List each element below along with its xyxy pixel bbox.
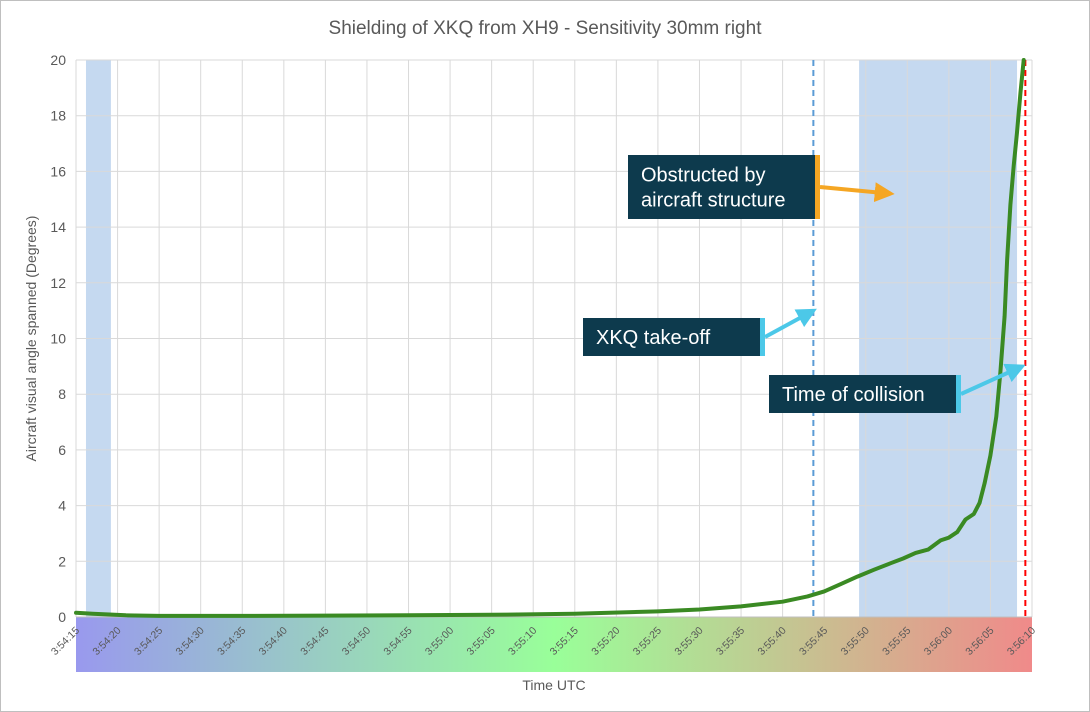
callout-box bbox=[583, 318, 761, 356]
y-tick-label: 8 bbox=[58, 386, 66, 402]
callout-arrow bbox=[960, 363, 1026, 396]
series-layer bbox=[74, 58, 1026, 618]
chart-title: Shielding of XKQ from XH9 - Sensitivity … bbox=[329, 18, 763, 39]
y-tick-label: 0 bbox=[58, 609, 66, 625]
time-gradient-band bbox=[76, 617, 1032, 672]
callout-accent-bar bbox=[815, 155, 820, 219]
y-tick-label: 6 bbox=[58, 442, 66, 458]
callout-text-line: XKQ take-off bbox=[596, 327, 711, 349]
series-line-0 bbox=[74, 58, 1026, 618]
callout-text-line: aircraft structure bbox=[641, 190, 785, 212]
annotation-callout-1: XKQ take-off bbox=[583, 308, 817, 356]
annotation-layer: Obstructed by aircraft structure XKQ take-… bbox=[583, 155, 1026, 413]
time-gradient-rect bbox=[76, 617, 1032, 672]
annotation-callout-0: Obstructed by aircraft structure bbox=[628, 155, 895, 219]
y-tick-label: 20 bbox=[50, 52, 66, 68]
callout-arrow bbox=[819, 182, 895, 203]
y-tick-label: 16 bbox=[50, 163, 66, 179]
y-tick-label: 10 bbox=[50, 331, 66, 347]
vertical-reference-lines bbox=[812, 60, 1027, 617]
y-axis-label: Aircraft visual angle spanned (Degrees) bbox=[23, 216, 39, 462]
callout-text-line: Time of collision bbox=[782, 384, 925, 406]
y-tick-label: 18 bbox=[50, 108, 66, 124]
x-axis-label: Time UTC bbox=[522, 677, 585, 693]
y-tick-label: 2 bbox=[58, 553, 66, 569]
y-tick-labels: 0 2 4 6 8 10 12 14 16 18 20 bbox=[50, 52, 66, 625]
callout-box bbox=[769, 375, 957, 413]
callout-accent-bar bbox=[760, 318, 765, 356]
callout-arrow bbox=[764, 308, 817, 339]
callout-box bbox=[628, 155, 816, 219]
y-tick-label: 4 bbox=[58, 498, 66, 514]
annotation-callout-2: Time of collision bbox=[769, 363, 1026, 413]
y-tick-label: 14 bbox=[50, 219, 66, 235]
callout-text-line: Obstructed by bbox=[641, 165, 766, 187]
callout-accent-bar bbox=[956, 375, 961, 413]
y-tick-label: 12 bbox=[50, 275, 66, 291]
